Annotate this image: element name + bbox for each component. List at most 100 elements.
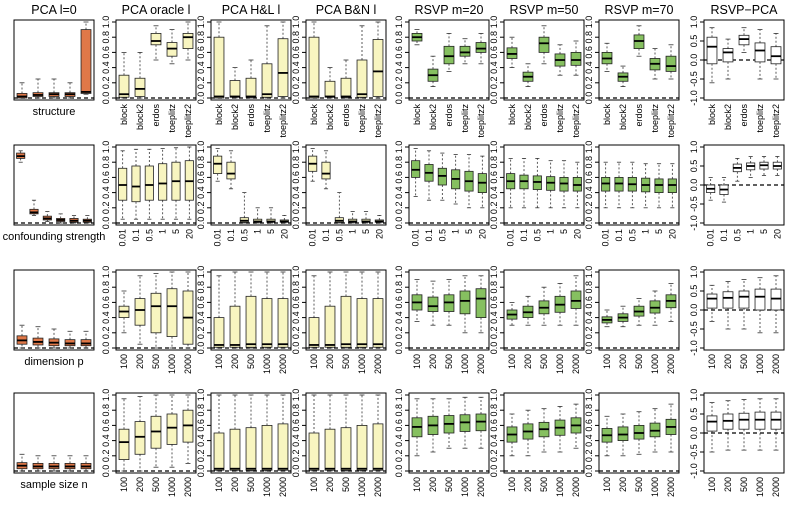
y-tick-label: 0.8: [489, 404, 499, 417]
box: [427, 296, 439, 312]
x-tick-label: 100: [507, 354, 517, 369]
y-tick-label: 0.6: [101, 296, 111, 309]
box: [213, 155, 223, 174]
y-tick-label: 0.0: [689, 304, 699, 317]
x-tick-label: block2: [325, 104, 335, 130]
x-tick-label: 100: [412, 477, 422, 492]
y-tick-label: 0.4: [394, 61, 404, 74]
box: [459, 45, 471, 57]
x-tick-label: 100: [214, 354, 224, 369]
y-tick-label: 0.0: [291, 92, 301, 105]
y-tick-label: 1.0: [584, 389, 594, 402]
panel: 0.0 0.2 0.4 0.6 0.8 1.0 0.01 0.1 0.5 1 5 20: [394, 141, 490, 247]
y-tick-label: 0.2: [394, 450, 404, 463]
x-tick-label: 500: [739, 477, 749, 492]
x-tick-label: 200: [618, 354, 628, 369]
y-tick-label: 1.0: [291, 16, 301, 29]
panel-frame: [210, 144, 292, 226]
panel: 0.0 0.2 0.4 0.6 0.8 1.0 100 200 500 1000 2000: [291, 266, 387, 374]
box: [134, 298, 146, 326]
panel: 0.0 0.2 0.4 0.6 0.8 1.0 block block2 erdos toepli…: [196, 16, 292, 138]
y-tick-label: 0.2: [584, 450, 594, 463]
row-label: sample size n: [20, 479, 87, 491]
y-tick-label: 0.0: [101, 342, 111, 355]
y-tick-label: 0.6: [584, 46, 594, 59]
box: [277, 38, 289, 97]
x-tick-label: 1000: [755, 477, 765, 497]
x-tick-label: 2000: [476, 354, 486, 374]
x-tick-label: block: [707, 104, 717, 126]
y-tick-label: 0.4: [196, 61, 206, 74]
box: [340, 77, 352, 98]
box: [443, 45, 455, 65]
box: [722, 291, 734, 309]
panel-frame: [598, 144, 680, 226]
y-tick-label: 0.6: [394, 46, 404, 59]
x-tick-label: toeplitz: [755, 104, 765, 133]
panel-frame: [408, 392, 490, 474]
row-label: structure: [33, 106, 76, 118]
y-tick-label: 0.0: [291, 217, 301, 230]
x-tick-label: 500: [444, 354, 454, 369]
x-tick-label: erdos: [539, 104, 549, 127]
y-tick-label: 0.0: [196, 217, 206, 230]
x-tick-label: toeplitz: [460, 104, 470, 133]
y-tick-label: 0.6: [291, 419, 301, 432]
x-tick-label: 1000: [357, 354, 367, 374]
y-tick-label: -0.5: [689, 196, 699, 212]
y-tick-label: 0.6: [101, 171, 111, 184]
x-tick-label: 0.5: [144, 229, 154, 242]
y-tick-label: 0.0: [489, 217, 499, 230]
x-tick-label: 0.5: [239, 229, 249, 242]
x-tick-label: 200: [135, 477, 145, 492]
column-title: RSVP m=70: [605, 3, 674, 17]
x-tick-label: 2000: [183, 354, 193, 374]
y-tick-label: 1.0: [394, 141, 404, 154]
panel-frame: [115, 392, 197, 474]
y-tick-label: 1.0: [689, 16, 699, 29]
x-tick-label: 1000: [755, 354, 765, 374]
panel-frame: [115, 144, 197, 226]
y-tick-label: 0.8: [489, 156, 499, 169]
panel-frame: [305, 392, 387, 474]
x-tick-label: 1: [746, 229, 756, 234]
x-tick-label: toeplitz2: [183, 104, 193, 138]
y-tick-label: 0.2: [291, 327, 301, 340]
y-tick-label: 0.6: [291, 296, 301, 309]
x-tick-label: 1000: [650, 477, 660, 497]
y-tick-label: 1.0: [689, 266, 699, 279]
x-tick-label: toeplitz2: [571, 104, 581, 138]
x-tick-label: 1000: [555, 354, 565, 374]
box: [245, 77, 257, 98]
box: [245, 295, 257, 348]
box: [118, 74, 130, 98]
x-tick-label: 500: [444, 477, 454, 492]
x-tick-label: 20: [667, 229, 677, 239]
y-tick-label: 0.6: [394, 296, 404, 309]
x-tick-label: 1: [253, 229, 263, 234]
panel-frame: [408, 269, 490, 351]
box: [706, 36, 718, 65]
y-tick-label: 0.6: [101, 46, 111, 59]
box: [738, 412, 750, 430]
box: [706, 293, 718, 309]
panel-frame: [210, 392, 292, 474]
x-tick-label: 20: [279, 229, 289, 239]
x-tick-label: 0.01: [506, 229, 516, 247]
box: [475, 288, 487, 319]
box: [229, 305, 241, 348]
column-title: PCA l=0: [31, 3, 77, 17]
panel: 0.0 0.2 0.4 0.6 0.8 1.0 100 200 500 1000 2000: [489, 266, 585, 374]
y-tick-label: 1.0: [489, 16, 499, 29]
panel: [13, 19, 95, 101]
x-tick-label: 200: [230, 477, 240, 492]
y-tick-label: 1.0: [101, 16, 111, 29]
panel: 0.0 0.2 0.4 0.6 0.8 1.0 0.01 0.1 0.5 1 5 20: [489, 141, 585, 247]
y-tick-label: 0.6: [291, 171, 301, 184]
y-tick-label: 0.0: [101, 92, 111, 105]
y-tick-label: 0.6: [584, 419, 594, 432]
x-tick-label: block: [602, 104, 612, 126]
y-tick-label: 0.0: [291, 465, 301, 478]
panel: 0.0 0.2 0.4 0.6 0.8 1.0 100 200 500 1000 2000: [489, 389, 585, 497]
x-tick-label: 20: [477, 229, 487, 239]
